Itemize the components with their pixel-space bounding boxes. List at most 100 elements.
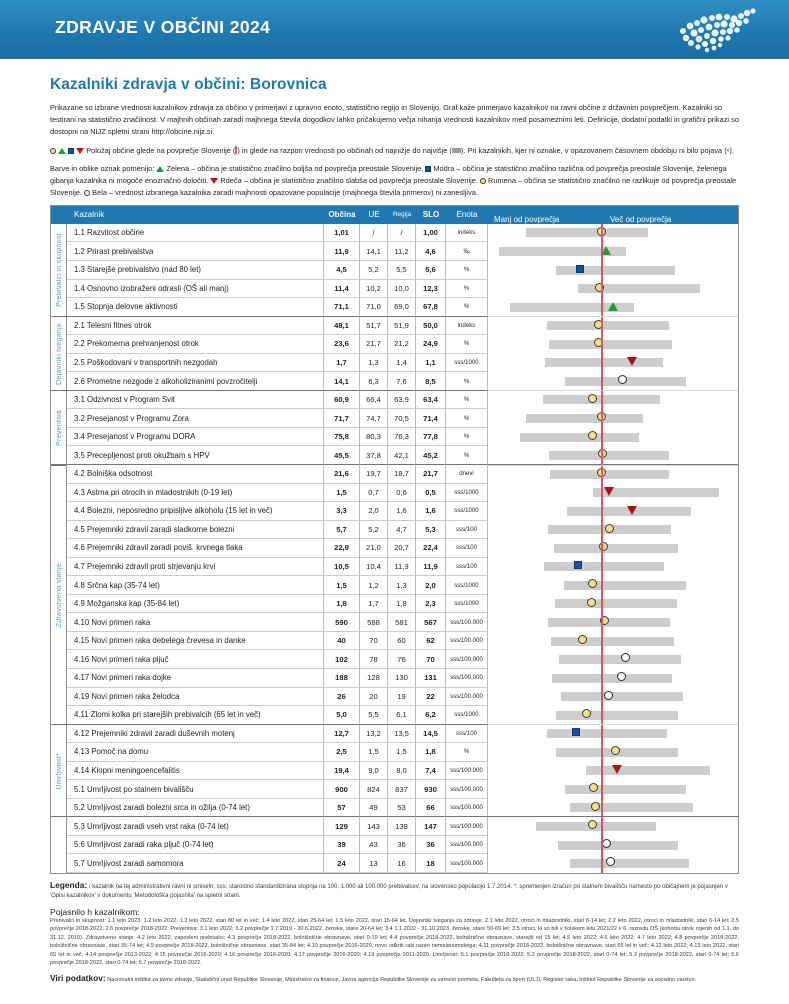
row-value-regija: 36 [388, 835, 416, 855]
table-row: 5.1 Umrljivost po stalnem bivališču 900 82… [51, 780, 738, 799]
range-bar-icon [451, 147, 461, 153]
row-indicator-name: 4.5 Prejemniki zdravil zaradi sladkorne … [67, 520, 324, 540]
marker-triangle-red-icon [76, 147, 85, 154]
row-value-obcina: 102 [324, 650, 360, 670]
row-value-ue: 37,8 [360, 446, 388, 465]
marker-circle-white-icon [616, 672, 626, 682]
row-value-regija: 76 [388, 650, 416, 670]
row-value-slo: 24,9 [416, 335, 446, 354]
row-value-obcina: 39 [324, 835, 360, 855]
row-value-enota: sss/100 [446, 724, 488, 744]
intro-p2-part-b: ) in glede na razpon vrednosti po občina… [237, 145, 452, 155]
row-value-enota: sss/1000 [446, 706, 488, 725]
group-label-text: Preventiva [54, 409, 63, 446]
row-value-ue: 21,7 [360, 335, 388, 354]
table-body: Prebivalci in skupnost Dejavniki tveganja… [51, 223, 738, 874]
row-value-slo: 8,5 [416, 372, 446, 391]
table-row: 5.2 Umrljivost zaradi bolezni srca in ož… [51, 798, 738, 818]
row-value-enota: sss/100.000 [446, 854, 488, 874]
row-value-obcina: 12,7 [324, 724, 360, 744]
row-value-regija: 70,5 [388, 409, 416, 428]
marker-circle-gold-icon [587, 820, 597, 830]
row-indicator-name: 4.4 Bolezni, neposredno pripisljive alko… [67, 502, 324, 521]
chart-label-less: Manj od povprečja [494, 214, 560, 224]
row-chart-cell [488, 706, 738, 725]
row-indicator-name: 3.1 Odzivnost v Program Svit [67, 390, 324, 410]
table-row: 4.14 Klopni meningoencefalitis 19,4 9,0 8,0… [51, 761, 738, 781]
marker-circle-gold-icon [587, 430, 597, 440]
row-chart-cell [488, 484, 738, 503]
row-chart-cell [488, 335, 738, 354]
table-row: 4.17 Novi primeri raka dojke 188 128 130 131… [51, 669, 738, 688]
row-value-enota: % [446, 390, 488, 410]
table-row: 1.3 Starejše prebivalstvo (nad 80 let) 4,… [51, 260, 738, 280]
row-indicator-name: 1.1 Razvitost občine [67, 223, 324, 243]
row-chart-cell [488, 409, 738, 428]
row-value-slo: 22 [416, 687, 446, 707]
row-value-regija: 21,2 [388, 335, 416, 354]
row-value-obcina: 45,5 [324, 446, 360, 465]
row-chart-cell [488, 391, 738, 410]
group-label-text: Dejavniki tveganja [54, 322, 63, 385]
row-value-obcina: 40 [324, 631, 360, 651]
row-value-slo: 6,2 [416, 706, 446, 725]
row-chart-cell [488, 558, 738, 577]
marker-circle-white-icon [603, 690, 613, 700]
group-label-4: Zdravstveno stanje [51, 465, 67, 725]
table-row: 4.9 Možganska kap (35-84 let) 1,8 1,7 1,8 2,… [51, 594, 738, 614]
range-bar [499, 247, 626, 257]
row-chart-cell [488, 372, 738, 391]
row-value-slo: 11,9 [416, 557, 446, 577]
row-value-slo: 70 [416, 650, 446, 670]
row-chart-cell [488, 836, 738, 855]
row-chart-cell [488, 502, 738, 521]
row-value-enota: % [446, 427, 488, 447]
chart-group-separator [488, 316, 738, 318]
table-row: 2.1 Telesni fitnes otrok 48,1 51,7 51,9 50,0… [51, 316, 738, 336]
row-value-ue: 49 [360, 798, 388, 818]
intro-p2-part-a: Položaj občine glede na povprečje Sloven… [86, 145, 236, 155]
row-chart-cell [488, 780, 738, 799]
row-indicator-name: 5.6 Umrljivost zaradi raka pljuč (0-74 l… [67, 835, 324, 855]
marker-triangle-green-icon [58, 147, 67, 154]
row-value-obcina: 1,7 [324, 353, 360, 373]
table-header-row: Kazalnik Občina UE Regija SLO Enota Manj… [51, 205, 738, 224]
row-value-ue: 5,2 [360, 260, 388, 280]
slovenia-dotted-map-icon [680, 8, 756, 53]
marker-circle-gold-icon [590, 801, 600, 811]
row-chart-cell [488, 799, 738, 818]
table-row: 4.7 Prejemniki zdravil proti strjevanju … [51, 557, 738, 577]
row-value-obcina: 11,9 [324, 242, 360, 261]
row-indicator-name: 3.4 Presejanost v Programu DORA [67, 427, 324, 447]
row-value-regija: 51,9 [388, 316, 416, 336]
range-bar [548, 617, 670, 627]
col-header-regija: Regija [392, 211, 412, 219]
row-chart-cell [488, 576, 738, 595]
row-value-regija: 7,6 [388, 372, 416, 391]
marker-circle-white-icon [601, 838, 611, 848]
row-chart-cell [488, 224, 738, 243]
legend-square-blue-icon [425, 165, 432, 172]
col-header-indicator: Kazalnik [74, 210, 105, 220]
row-value-enota: % [446, 298, 488, 317]
row-value-enota: % [446, 335, 488, 354]
row-value-slo: 14,5 [416, 724, 446, 744]
row-value-slo: 50,0 [416, 316, 446, 336]
col-header-slo: SLO [422, 210, 440, 220]
row-value-ue: 10,4 [360, 557, 388, 577]
table-row: 3.2 Presejanost v Programu Zora 71,7 74,7 7… [51, 409, 738, 428]
row-value-enota: sss/100.000 [446, 798, 488, 818]
row-value-slo: 4,6 [416, 242, 446, 261]
row-indicator-name: 4.9 Možganska kap (35-84 let) [67, 594, 324, 614]
row-value-enota: % [446, 743, 488, 762]
marker-square-blue-icon [573, 561, 582, 570]
row-value-obcina: 590 [324, 613, 360, 632]
table-row: 4.11 Zlomi kolka pri starejših prebivalc… [51, 706, 738, 725]
page-title: Kazalniki zdravja v občini: Borovnica [50, 76, 327, 93]
row-value-ue: 51,7 [360, 316, 388, 336]
row-value-regija: 53 [388, 798, 416, 818]
range-bar [554, 543, 678, 553]
row-value-enota: dnevi [446, 465, 488, 484]
row-value-ue: 66,4 [360, 390, 388, 410]
row-value-regija: 16 [388, 854, 416, 874]
